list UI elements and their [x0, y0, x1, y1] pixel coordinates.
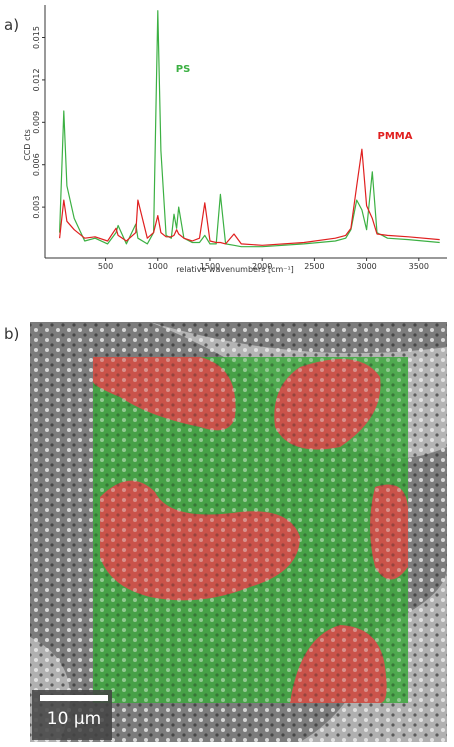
spectrum-chart: a) CCD cts relative wavenumbers [cm⁻¹] 0… [4, 5, 447, 274]
panel-label: a) [4, 16, 19, 34]
x-tick-label: 2000 [252, 262, 272, 271]
overlay-texture [93, 357, 408, 703]
x-axis-label: relative wavenumbers [cm⁻¹] [176, 265, 294, 274]
y-axis-label: CCD cts [23, 129, 32, 161]
y-tick-label: 0.003 [32, 196, 41, 219]
series-line [59, 10, 440, 248]
y-tick-label: 0.006 [32, 153, 41, 176]
x-tick-label: 3000 [356, 262, 376, 271]
scale-bar [40, 695, 108, 701]
x-tick-label: 1500 [200, 262, 220, 271]
x-tick-label: 3500 [409, 262, 429, 271]
scale-label: 10 µm [47, 709, 101, 729]
y-tick-label: 0.009 [32, 111, 41, 134]
y-tick-label: 0.012 [32, 68, 41, 91]
panel-label: b) [4, 325, 19, 343]
series-label: PMMA [378, 131, 413, 142]
y-tick-label: 0.015 [32, 26, 41, 49]
series-line [59, 148, 440, 246]
series-label: PS [176, 64, 191, 75]
x-tick-label: 1000 [148, 262, 168, 271]
x-tick-label: 500 [98, 262, 113, 271]
x-tick-label: 2500 [304, 262, 324, 271]
micrograph-panel: b) 10 µm [4, 322, 447, 742]
